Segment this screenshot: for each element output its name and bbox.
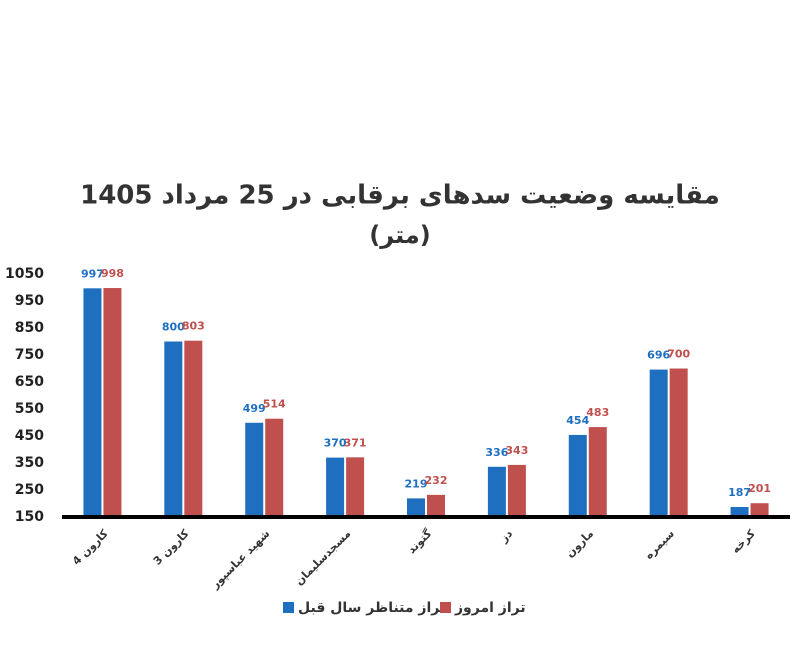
legend-swatch: [283, 602, 294, 613]
bar: [245, 422, 264, 517]
y-tick-label: 850: [15, 320, 44, 336]
y-tick-label: 350: [15, 455, 44, 471]
y-tick-label: 1050: [5, 266, 44, 282]
bar: [265, 418, 284, 517]
y-tick-label: 550: [15, 401, 44, 417]
value-label: 696: [647, 349, 670, 362]
value-label: 201: [748, 482, 771, 495]
value-label: 232: [425, 474, 448, 487]
value-label: 336: [485, 446, 508, 459]
value-label: 343: [505, 444, 528, 457]
value-label: 998: [101, 267, 124, 280]
bar: [649, 369, 668, 517]
y-tick-label: 950: [15, 293, 44, 309]
x-tick-label: دز: [497, 527, 516, 546]
value-label: 187: [728, 486, 751, 499]
bar: [164, 341, 183, 517]
legend-label: تراز امروز: [454, 600, 526, 616]
value-label: 454: [566, 414, 589, 427]
bar: [184, 340, 203, 517]
value-label: 997: [81, 267, 104, 280]
bar: [427, 494, 445, 517]
chart-title: مقایسه وضعیت سدهای برقابی در 25 مرداد 14…: [80, 181, 720, 211]
bar: [669, 368, 688, 517]
chart-subtitle: (متر): [369, 221, 431, 249]
value-label: 803: [182, 320, 205, 333]
value-label: 700: [667, 348, 690, 361]
legend-label: تراز متناظر سال قبل: [298, 600, 445, 616]
value-label: 371: [344, 436, 367, 449]
value-label: 514: [263, 398, 286, 411]
bar: [588, 427, 607, 517]
bar: [730, 507, 749, 517]
bar: [407, 498, 425, 517]
x-tick-label: کارون 3: [151, 527, 192, 568]
y-tick-label: 250: [15, 482, 44, 498]
value-label: 499: [243, 402, 266, 415]
y-tick-label: 650: [15, 374, 44, 390]
legend-swatch: [440, 602, 451, 613]
bar: [750, 503, 769, 517]
y-tick-label: 150: [15, 509, 44, 525]
y-tick-label: 750: [15, 347, 44, 363]
x-tick-label: گتوند: [405, 527, 435, 557]
value-label: 483: [586, 406, 609, 419]
x-tick-label: مارون: [563, 527, 596, 560]
bar: [507, 464, 526, 517]
bar: [83, 288, 102, 517]
bar: [568, 434, 587, 517]
x-tick-label: مسجدسلیمان: [293, 527, 354, 588]
x-tick-label: کرخه: [729, 527, 758, 556]
x-tick-label: کارون 4: [70, 527, 111, 568]
value-label: 370: [324, 437, 347, 450]
value-label: 800: [162, 321, 185, 334]
x-tick-label: سیمره: [642, 527, 677, 562]
bar: [103, 288, 122, 517]
y-tick-label: 450: [15, 428, 44, 444]
bar: [326, 457, 345, 517]
value-label: 219: [405, 477, 428, 490]
bar: [346, 457, 365, 517]
x-tick-label: شهید عباسپور: [208, 527, 273, 592]
bar: [487, 466, 506, 517]
